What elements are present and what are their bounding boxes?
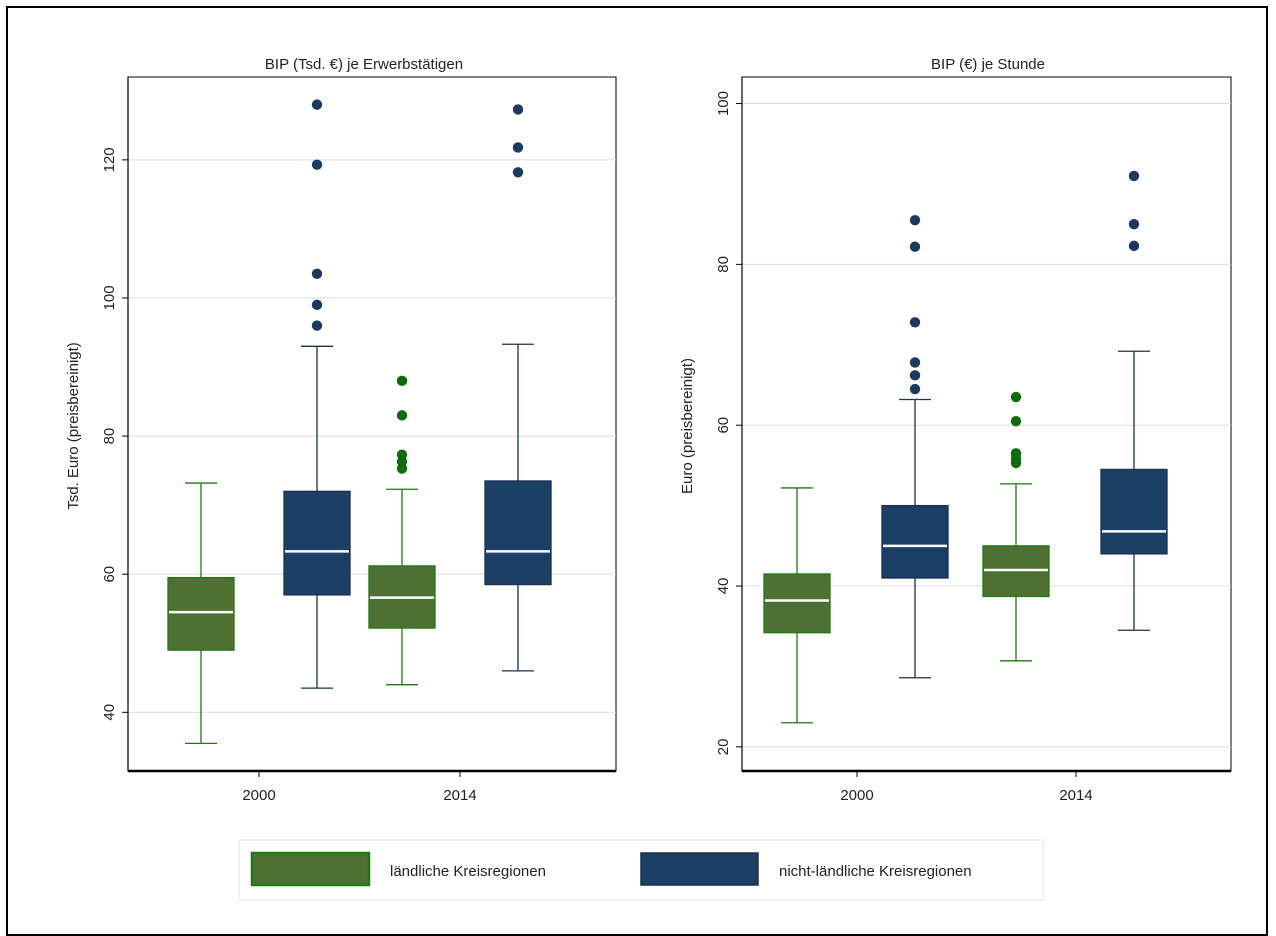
urban-outlier xyxy=(909,241,921,252)
x-tick-label: 2014 xyxy=(1059,787,1092,804)
legend-swatch-rural xyxy=(250,851,371,887)
urban-box xyxy=(283,490,351,596)
plot-area xyxy=(127,76,617,772)
x-tick-label: 2014 xyxy=(443,787,476,804)
y-axis-label: Euro (preisbereinigt) xyxy=(679,358,696,494)
urban-outlier xyxy=(512,104,524,115)
urban-box xyxy=(881,504,949,579)
urban-outlier xyxy=(311,99,323,110)
urban-outlier xyxy=(512,142,524,153)
urban-outlier xyxy=(512,167,524,178)
panel-gdp-per-hour: BIP (€) je Stunde Euro (preisbereinigt) … xyxy=(679,56,1232,804)
legend-label-rural: ländliche Kreisregionen xyxy=(390,863,546,880)
y-tick-label: 80 xyxy=(101,428,118,445)
rural-outlier xyxy=(1010,415,1022,427)
urban-outlier xyxy=(909,214,921,226)
urban-outlier xyxy=(909,357,921,368)
urban-outlier xyxy=(311,159,323,170)
x-tick-label: 2000 xyxy=(840,787,873,804)
panel-title: BIP (Tsd. €) je Erwerbstätigen xyxy=(265,56,463,73)
urban-box xyxy=(1100,468,1168,555)
rural-outlier xyxy=(396,375,408,387)
panel-title: BIP (€) je Stunde xyxy=(931,56,1045,73)
urban-outlier xyxy=(909,383,921,395)
urban-outlier xyxy=(909,370,921,381)
rural-outlier xyxy=(1010,391,1022,403)
urban-outlier xyxy=(1128,240,1140,252)
rural-box xyxy=(763,573,831,634)
y-tick-label: 40 xyxy=(715,578,732,595)
y-tick-label: 100 xyxy=(715,91,732,116)
y-tick-label: 20 xyxy=(715,739,732,756)
urban-outlier xyxy=(1128,170,1140,182)
rural-outlier xyxy=(1010,448,1022,459)
urban-outlier xyxy=(1128,218,1140,230)
y-tick-label: 120 xyxy=(101,147,118,172)
rural-box xyxy=(167,576,235,651)
urban-outlier xyxy=(311,268,323,280)
legend-swatch-urban xyxy=(640,852,759,886)
urban-outlier xyxy=(909,317,921,328)
x-tick-label: 2000 xyxy=(242,787,275,804)
y-axis-label: Tsd. Euro (preisbereinigt) xyxy=(65,342,82,510)
y-tick-label: 60 xyxy=(715,417,732,434)
panel-gdp-per-worker: BIP (Tsd. €) je Erwerbstätigen Tsd. Euro… xyxy=(65,56,617,804)
y-tick-label: 80 xyxy=(715,256,732,273)
legend: ländliche Kreisregionen nicht-ländliche … xyxy=(238,839,1044,901)
urban-outlier xyxy=(311,299,323,311)
rural-outlier xyxy=(396,449,408,460)
legend-label-urban: nicht-ländliche Kreisregionen xyxy=(779,863,972,880)
urban-outlier xyxy=(311,320,323,331)
y-tick-label: 100 xyxy=(101,285,118,310)
urban-box xyxy=(484,480,552,586)
plot-area xyxy=(741,76,1232,772)
y-tick-label: 60 xyxy=(101,566,118,583)
y-tick-label: 40 xyxy=(101,704,118,721)
rural-outlier xyxy=(396,410,408,421)
